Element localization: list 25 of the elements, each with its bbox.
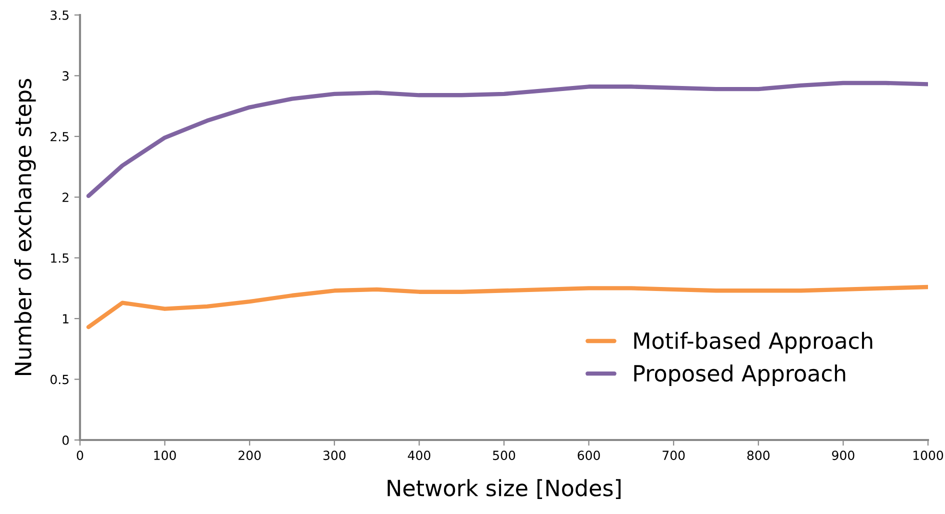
x-tick-label: 200 <box>238 450 261 460</box>
y-tick-label: 3.5 <box>50 10 68 20</box>
legend-label: Motif-based Approach <box>634 332 872 354</box>
x-tick-label: 500 <box>493 450 516 460</box>
line-series <box>86 284 928 330</box>
x-tick-label: 900 <box>832 450 854 460</box>
x-tick-label: 1000 <box>913 450 944 460</box>
line-series <box>86 80 928 198</box>
x-tick-label: 800 <box>747 450 770 460</box>
y-axis-title: Number of exchange steps <box>14 78 36 375</box>
y-tick-label: 1 <box>63 314 68 324</box>
y-tick-label: 2.5 <box>50 132 68 142</box>
x-axis-title: Network size [Nodes] <box>388 479 621 499</box>
y-tick-label: 0 <box>62 435 69 445</box>
x-tick-label: 600 <box>578 450 600 460</box>
x-tick-label: 300 <box>323 450 346 460</box>
y-tick-label: 0.5 <box>50 374 68 384</box>
x-tick-label: 100 <box>154 450 176 460</box>
legend-label: Proposed Approach <box>634 364 846 386</box>
y-tick-label: 2 <box>62 192 68 202</box>
y-tick-label: 3 <box>62 71 69 81</box>
x-tick-label: 700 <box>662 450 685 460</box>
y-tick-label: 1.5 <box>51 253 68 263</box>
x-tick-label: 0 <box>76 450 84 460</box>
x-tick-label: 400 <box>408 450 430 460</box>
